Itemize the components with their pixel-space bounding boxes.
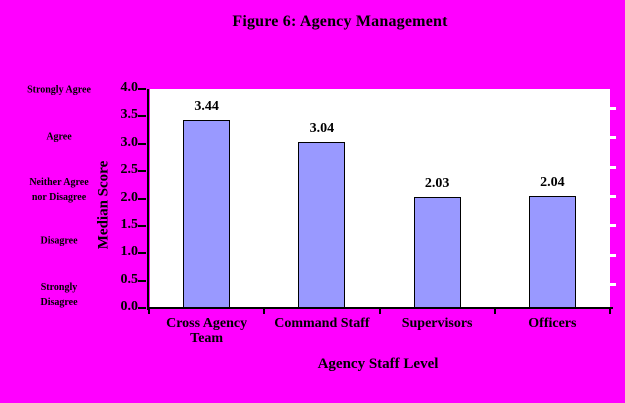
plot-edge-notch [610, 165, 616, 169]
y-tick-label: 3.0 [120, 134, 139, 150]
likert-label-line: Disagree [40, 297, 78, 308]
y-tick-mark [138, 224, 146, 227]
category-label-command-staff: Command Staff [274, 316, 370, 331]
y-tick-label: 1.5 [120, 216, 139, 232]
plot-edge-notch [610, 136, 616, 140]
likert-label-strongly-agree: Strongly Agree [2, 83, 116, 98]
y-tick-mark [138, 279, 146, 282]
y-tick-mark [138, 307, 146, 309]
category-label-cross-agency-team: Cross Agency Team [166, 316, 248, 346]
likert-label-disagree: Disagree [2, 234, 116, 249]
x-axis-title: Agency Staff Level [317, 356, 439, 372]
x-tick-mark [609, 309, 611, 314]
plot-edge-notch [610, 253, 616, 257]
likert-label-strongly-disagree: Strongly Disagree [2, 280, 116, 310]
y-tick-label: 4.0 [120, 80, 139, 95]
y-tick-mark [138, 252, 146, 255]
plot-edge-notch [610, 282, 616, 286]
y-tick-label: 3.5 [120, 107, 139, 123]
likert-label-agree: Agree [2, 130, 116, 145]
likert-label-line: Strongly Agree [27, 84, 91, 96]
y-tick-mark [138, 197, 146, 200]
bar-value-label: 3.04 [309, 120, 335, 136]
y-tick-mark [138, 142, 146, 145]
likert-label-line: Agree [46, 131, 72, 143]
likert-label-line: Disagree [40, 235, 78, 247]
bar-value-label: 2.03 [424, 175, 450, 191]
y-tick-label: 2.5 [120, 162, 139, 178]
y-tick-mark [138, 88, 146, 90]
bar-cross-agency-team [183, 119, 231, 308]
x-tick-mark [148, 309, 150, 314]
likert-label-line: nor Disagree [31, 192, 87, 203]
y-tick-label: 0.5 [120, 271, 139, 287]
chart-title: Figure 6: Agency Management [232, 13, 448, 30]
x-tick-mark [263, 309, 266, 314]
category-label-officers: Officers [528, 316, 577, 331]
plot-edge-notch [610, 224, 616, 228]
y-axis-title: Median Score [95, 160, 112, 250]
x-tick-mark [378, 309, 381, 314]
likert-label-neither-agree-nor-disagree: Neither Agree nor Disagree [2, 175, 116, 205]
bar-supervisors [413, 196, 461, 308]
y-tick-mark [138, 170, 146, 173]
bar-value-label: 3.44 [194, 98, 219, 114]
bar-command-staff [298, 141, 346, 308]
x-axis-line [147, 307, 613, 309]
bar-officers [528, 196, 576, 308]
y-tick-label: 1.0 [120, 244, 139, 260]
likert-label-line: Strongly [40, 282, 78, 293]
plot-edge-notch [610, 194, 616, 198]
y-tick-label: 2.0 [120, 189, 139, 205]
plot-edge-notch [610, 107, 616, 110]
y-tick-label: 0.0 [120, 299, 139, 314]
category-label-supervisors: Supervisors [401, 316, 473, 331]
bar-value-label: 2.04 [540, 175, 565, 191]
y-axis-line [147, 89, 149, 310]
likert-label-line: Neither Agree [29, 177, 89, 188]
y-tick-mark [138, 115, 146, 118]
x-tick-mark [493, 309, 496, 314]
